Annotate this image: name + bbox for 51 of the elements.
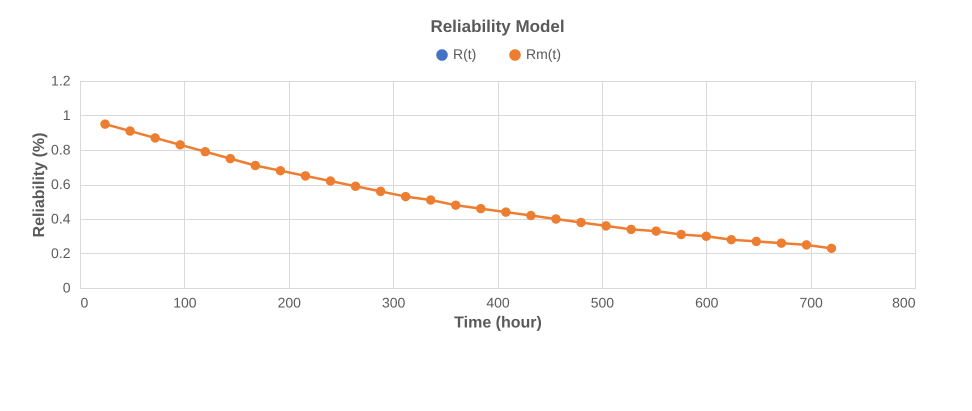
- point: [676, 230, 686, 240]
- point: [400, 192, 410, 202]
- y-tick-label: 1.2: [51, 72, 71, 88]
- x-tick-label: 600: [695, 294, 719, 310]
- point: [125, 126, 135, 136]
- x-tick-label: 300: [382, 294, 406, 310]
- x-tick-label: 500: [590, 294, 614, 310]
- point: [752, 236, 762, 246]
- point: [350, 181, 360, 191]
- y-tick-label: 0: [62, 280, 71, 296]
- point: [451, 200, 460, 210]
- x-tick-label: 200: [278, 294, 302, 310]
- y-tick-label: 1: [62, 107, 71, 123]
- x-tick-label: 700: [799, 294, 824, 310]
- y-tick-label: 0.6: [51, 176, 71, 192]
- y-tick-label: 0.2: [51, 245, 71, 261]
- point: [150, 133, 160, 143]
- x-tick-label: 0: [80, 294, 88, 310]
- point: [100, 119, 110, 129]
- x-tick-label: 100: [173, 294, 197, 310]
- point: [802, 240, 812, 250]
- point: [776, 238, 786, 248]
- point: [501, 207, 511, 217]
- point: [376, 186, 386, 196]
- point: [726, 234, 736, 244]
- point: [551, 214, 561, 224]
- chart-title: Reliability Model: [430, 17, 565, 36]
- y-axis-title: Reliability (%): [31, 132, 48, 238]
- point: [526, 210, 536, 220]
- point: [300, 171, 310, 181]
- point: [651, 226, 661, 236]
- point: [250, 160, 260, 170]
- x-tick-label: 800: [892, 294, 916, 310]
- point: [175, 140, 185, 150]
- point: [200, 146, 210, 156]
- point: [576, 218, 586, 228]
- y-tick-label: 0.8: [51, 142, 71, 158]
- point: [276, 166, 286, 176]
- x-axis-title: Time (hour): [454, 314, 542, 332]
- point: [601, 221, 611, 231]
- point: [826, 244, 836, 254]
- point: [476, 204, 486, 214]
- point: [226, 154, 236, 164]
- point: [426, 195, 436, 205]
- legend-label: R(t): [453, 46, 476, 62]
- x-tick-label: 400: [486, 294, 510, 310]
- point: [626, 224, 636, 234]
- point: [702, 232, 711, 241]
- point: [326, 176, 336, 186]
- y-tick-label: 0.4: [51, 210, 71, 226]
- legend-label: Rm(t): [526, 46, 561, 62]
